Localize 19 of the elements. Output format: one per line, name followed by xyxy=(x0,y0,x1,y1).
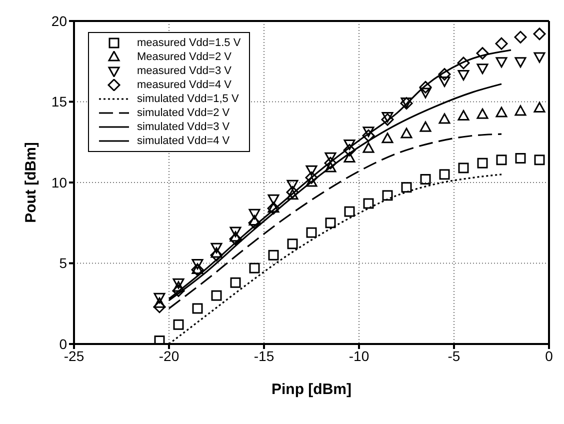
x-tick-label: -15 xyxy=(254,348,274,364)
legend-label: simulated Vdd=3 V xyxy=(137,120,230,134)
x-tick-label: 0 xyxy=(545,348,554,364)
x-axis-title: Pinp [dBm] xyxy=(272,381,352,398)
legend-label: measured Vdd=3 V xyxy=(137,64,232,78)
legend-label: measured Vdd=1.5 V xyxy=(137,36,241,50)
y-axis-title: Pout [dBm] xyxy=(22,142,40,223)
x-tick-label: -5 xyxy=(448,348,460,364)
legend-label: simulated Vdd=2 V xyxy=(137,106,230,120)
y-tick-label: 10 xyxy=(51,174,68,190)
legend-label: Measured Vdd=2 V xyxy=(137,50,232,64)
y-tick-label: 15 xyxy=(51,94,68,110)
x-tick-label: -10 xyxy=(348,348,370,364)
y-tick-label: 20 xyxy=(51,12,68,29)
legend-label: simulated Vdd=1,5 V xyxy=(137,92,239,106)
legend-label: simulated Vdd=4 V xyxy=(137,134,230,148)
y-tick-label: 5 xyxy=(59,255,68,272)
legend-label: measured Vdd=4 V xyxy=(137,78,232,92)
x-tick-label: -20 xyxy=(158,348,180,364)
